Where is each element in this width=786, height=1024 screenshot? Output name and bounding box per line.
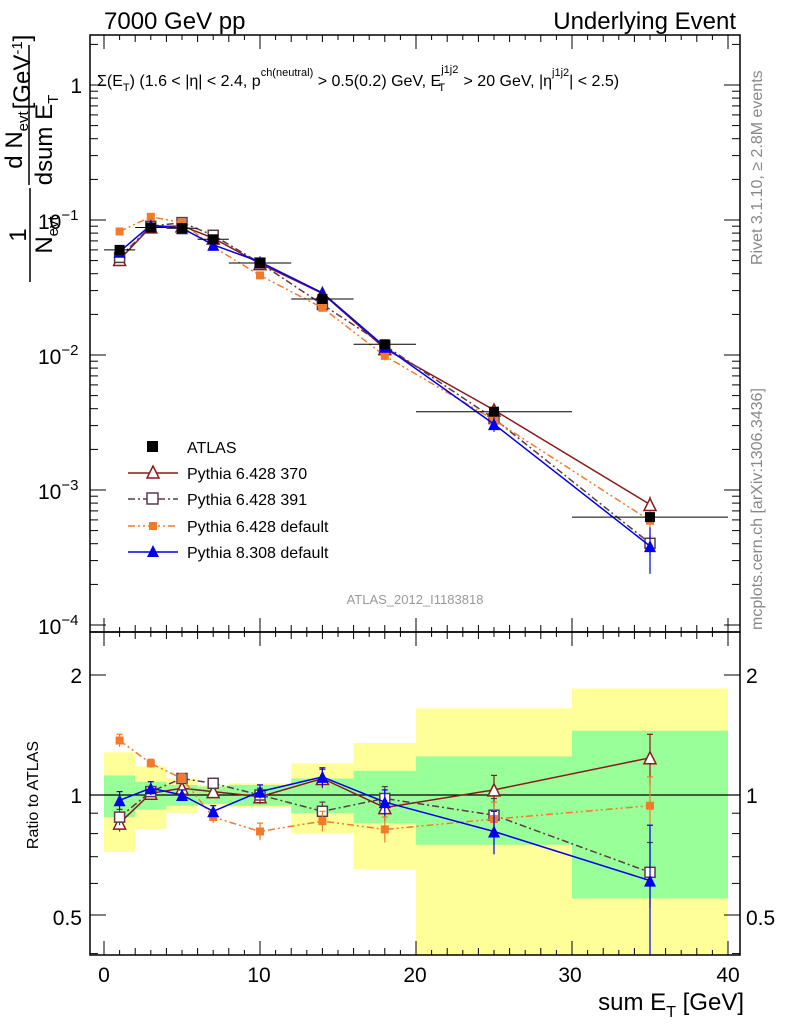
svg-text:Pythia 6.428 370: Pythia 6.428 370 <box>187 466 307 483</box>
series-marker <box>380 351 389 360</box>
svg-text:ATLAS: ATLAS <box>187 440 237 457</box>
main-panel-frame <box>89 34 741 633</box>
series-marker <box>318 303 327 312</box>
series-marker <box>256 827 264 836</box>
series-marker <box>380 825 389 834</box>
svg-text:dsum ET: dsum ET <box>31 95 62 186</box>
series-marker <box>646 801 654 810</box>
svg-text:Pythia 6.428 default: Pythia 6.428 default <box>187 519 329 536</box>
header-left: 7000 GeV pp <box>104 8 245 35</box>
series-marker <box>488 825 500 838</box>
ratio-ytick-label-2: 2 <box>70 665 82 688</box>
xtick-label-20: 20 <box>403 964 426 987</box>
axis-ticks <box>90 35 740 955</box>
series-marker <box>146 759 155 768</box>
svg-text:d Nevt: d Nevt <box>1 110 32 168</box>
legend: ATLAS Pythia 6.428 370 Pythia 6.428 391 … <box>128 440 329 562</box>
series-marker <box>115 736 124 745</box>
data-point <box>379 339 390 350</box>
series-marker <box>115 227 124 236</box>
analysis-id-label: ATLAS_2012_I1183818 <box>347 592 484 607</box>
uncertainty-bands <box>104 688 728 955</box>
data-point <box>255 258 265 268</box>
x-axis-title: sum ET [GeV] <box>598 989 744 1021</box>
data-point <box>645 512 655 523</box>
data-point <box>177 223 187 234</box>
series-marker <box>113 794 126 807</box>
series-marker <box>207 805 220 818</box>
observable-label: Σ(ET) (1.6 < |η| < 2.4, pch(neutral) > 0… <box>97 64 619 94</box>
legend-entry-pythia6-391: Pythia 6.428 391 <box>128 492 307 509</box>
series-marker <box>318 817 327 826</box>
ytick-label-1: 1 <box>70 75 82 98</box>
ytick-label-1e-4: 10−4 <box>38 612 78 639</box>
data-point <box>317 294 328 304</box>
series-marker <box>178 774 186 783</box>
svg-text:Pythia 6.428 391: Pythia 6.428 391 <box>187 492 307 509</box>
series-marker <box>486 782 502 797</box>
series-marker <box>644 874 656 887</box>
svg-text:Pythia 8.308 default: Pythia 8.308 default <box>187 545 329 562</box>
xtick-label-10: 10 <box>247 964 270 987</box>
ytick-label-1e-1: 10−1 <box>38 207 78 234</box>
series-line <box>119 221 651 544</box>
ratio-ytick-label-right-2: 2 <box>746 665 758 688</box>
ratio-y-axis-title: Ratio to ATLAS <box>25 741 42 849</box>
legend-entry-pythia6-370: Pythia 6.428 370 <box>128 464 307 483</box>
data-point <box>145 222 156 233</box>
svg-text:[GeV-1]: [GeV-1] <box>9 35 36 110</box>
series-marker <box>254 785 266 798</box>
ratio-ytick-label-0.5: 0.5 <box>53 907 82 930</box>
svg-text:1: 1 <box>5 228 32 241</box>
rivet-version-label: Rivet 3.1.10, ≥ 2.8M events <box>749 70 766 265</box>
data-point <box>208 234 219 245</box>
ratio-panel-frame <box>89 631 741 956</box>
legend-entry-atlas: ATLAS <box>147 440 237 457</box>
series-marker <box>488 418 500 431</box>
ytick-label-1e-3: 10−3 <box>38 477 78 504</box>
legend-entry-pythia6-default: Pythia 6.428 default <box>128 519 329 536</box>
series-marker <box>144 782 157 795</box>
data-point <box>489 406 499 417</box>
ratio-ytick-label-1: 1 <box>70 785 82 808</box>
series-marker <box>176 789 188 801</box>
data-point <box>114 244 125 255</box>
ratio-plot-layer <box>112 733 658 955</box>
header-right: Underlying Event <box>553 8 736 35</box>
series-marker <box>644 540 656 553</box>
series-marker <box>256 271 264 280</box>
series-line <box>119 225 651 506</box>
y-axis-title: 1 Nevt d Nevt dsum ET [GeV-1] <box>1 35 62 282</box>
series-marker <box>642 750 658 765</box>
series-marker <box>207 777 219 790</box>
mcplots-label: mcplots.cern.ch [arXiv:1306.3436] <box>749 388 766 630</box>
series-marker <box>113 811 126 823</box>
svg-text:Nevt: Nevt <box>31 215 62 253</box>
xtick-label-40: 40 <box>716 964 739 987</box>
series-marker <box>146 212 155 221</box>
main-plot-layer <box>104 212 728 574</box>
xtick-label-0: 0 <box>98 964 110 987</box>
legend-entry-pythia8-default: Pythia 8.308 default <box>128 545 329 562</box>
ytick-label-1e-2: 10−2 <box>38 342 78 369</box>
ratio-ytick-label-right-0.5: 0.5 <box>746 907 775 930</box>
series-marker <box>205 783 221 799</box>
xtick-label-30: 30 <box>558 964 581 987</box>
series-marker <box>316 770 329 783</box>
ratio-ytick-label-right-1: 1 <box>746 785 758 808</box>
series-marker <box>207 238 220 251</box>
series-marker <box>378 796 391 809</box>
series-marker <box>642 496 658 512</box>
